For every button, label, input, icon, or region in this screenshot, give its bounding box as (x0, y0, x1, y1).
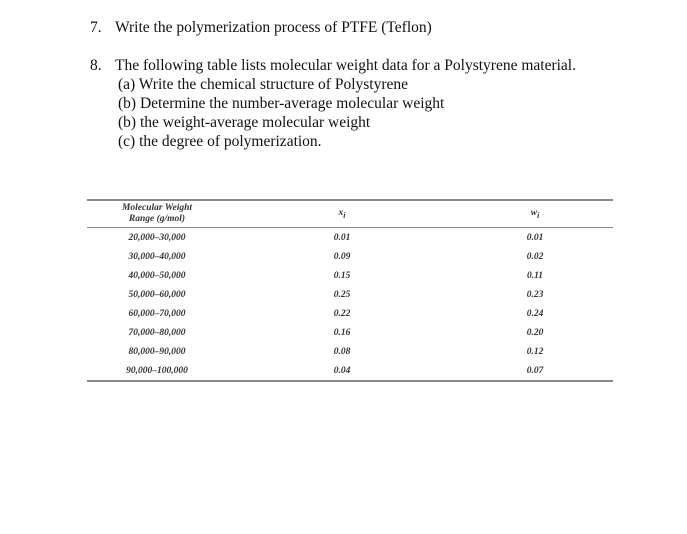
question-8-part-b2: (b) the weight-average molecular weight (118, 114, 371, 131)
wi-cell: 0.11 (526, 270, 544, 281)
question-8-part-a: (a) Write the chemical structure of Poly… (118, 76, 409, 93)
range-cell: 40,000–50,000 (128, 270, 186, 281)
wi-cell: 0.07 (526, 365, 544, 376)
xi-cell: 0.25 (333, 289, 351, 300)
xi-cell: 0.16 (333, 327, 351, 338)
range-cell: 90,000–100,000 (126, 365, 188, 376)
table-row: 70,000–80,000 0.16 0.20 (87, 323, 613, 342)
table-row: 40,000–50,000 0.15 0.11 (87, 266, 613, 285)
header-wi: wi (530, 207, 540, 220)
xi-cell: 0.04 (333, 365, 351, 376)
question-7-number: 7. (90, 19, 102, 36)
range-cell: 70,000–80,000 (128, 327, 186, 338)
table-header-row: Molecular Weight Range (g/mol) xi wi (87, 200, 613, 228)
table-row: 60,000–70,000 0.22 0.24 (87, 304, 613, 323)
xi-cell: 0.15 (333, 270, 351, 281)
xi-cell: 0.22 (333, 308, 351, 319)
wi-cell: 0.02 (526, 251, 544, 262)
table-row: 90,000–100,000 0.04 0.07 (87, 361, 613, 381)
xi-cell: 0.09 (333, 251, 351, 262)
question-7-text: Write the polymerization process of PTFE… (115, 19, 432, 36)
molecular-weight-table: Molecular Weight Range (g/mol) xi wi 20,0… (87, 199, 613, 382)
wi-cell: 0.24 (526, 308, 544, 319)
header-molecular-weight: Molecular Weight Range (g/mol) (121, 203, 193, 224)
wi-cell: 0.23 (526, 289, 544, 300)
question-8-part-c: (c) the degree of polymerization. (118, 133, 322, 150)
range-cell: 30,000–40,000 (128, 251, 186, 262)
question-8-number: 8. (90, 57, 102, 74)
range-cell: 20,000–30,000 (128, 232, 186, 243)
xi-cell: 0.01 (333, 232, 351, 243)
range-cell: 50,000–60,000 (128, 289, 186, 300)
header-xi: xi (338, 207, 346, 220)
xi-cell: 0.08 (333, 346, 351, 357)
table-row: 30,000–40,000 0.09 0.02 (87, 247, 613, 266)
question-8-text: The following table lists molecular weig… (115, 57, 576, 74)
wi-cell: 0.01 (526, 232, 544, 243)
table-row: 50,000–60,000 0.25 0.23 (87, 285, 613, 304)
range-cell: 60,000–70,000 (128, 308, 186, 319)
question-8-part-b1: (b) Determine the number-average molecul… (118, 95, 445, 112)
table-row: 20,000–30,000 0.01 0.01 (87, 228, 613, 248)
table-row: 80,000–90,000 0.08 0.12 (87, 342, 613, 361)
wi-cell: 0.20 (526, 327, 544, 338)
range-cell: 80,000–90,000 (128, 346, 186, 357)
wi-cell: 0.12 (526, 346, 544, 357)
